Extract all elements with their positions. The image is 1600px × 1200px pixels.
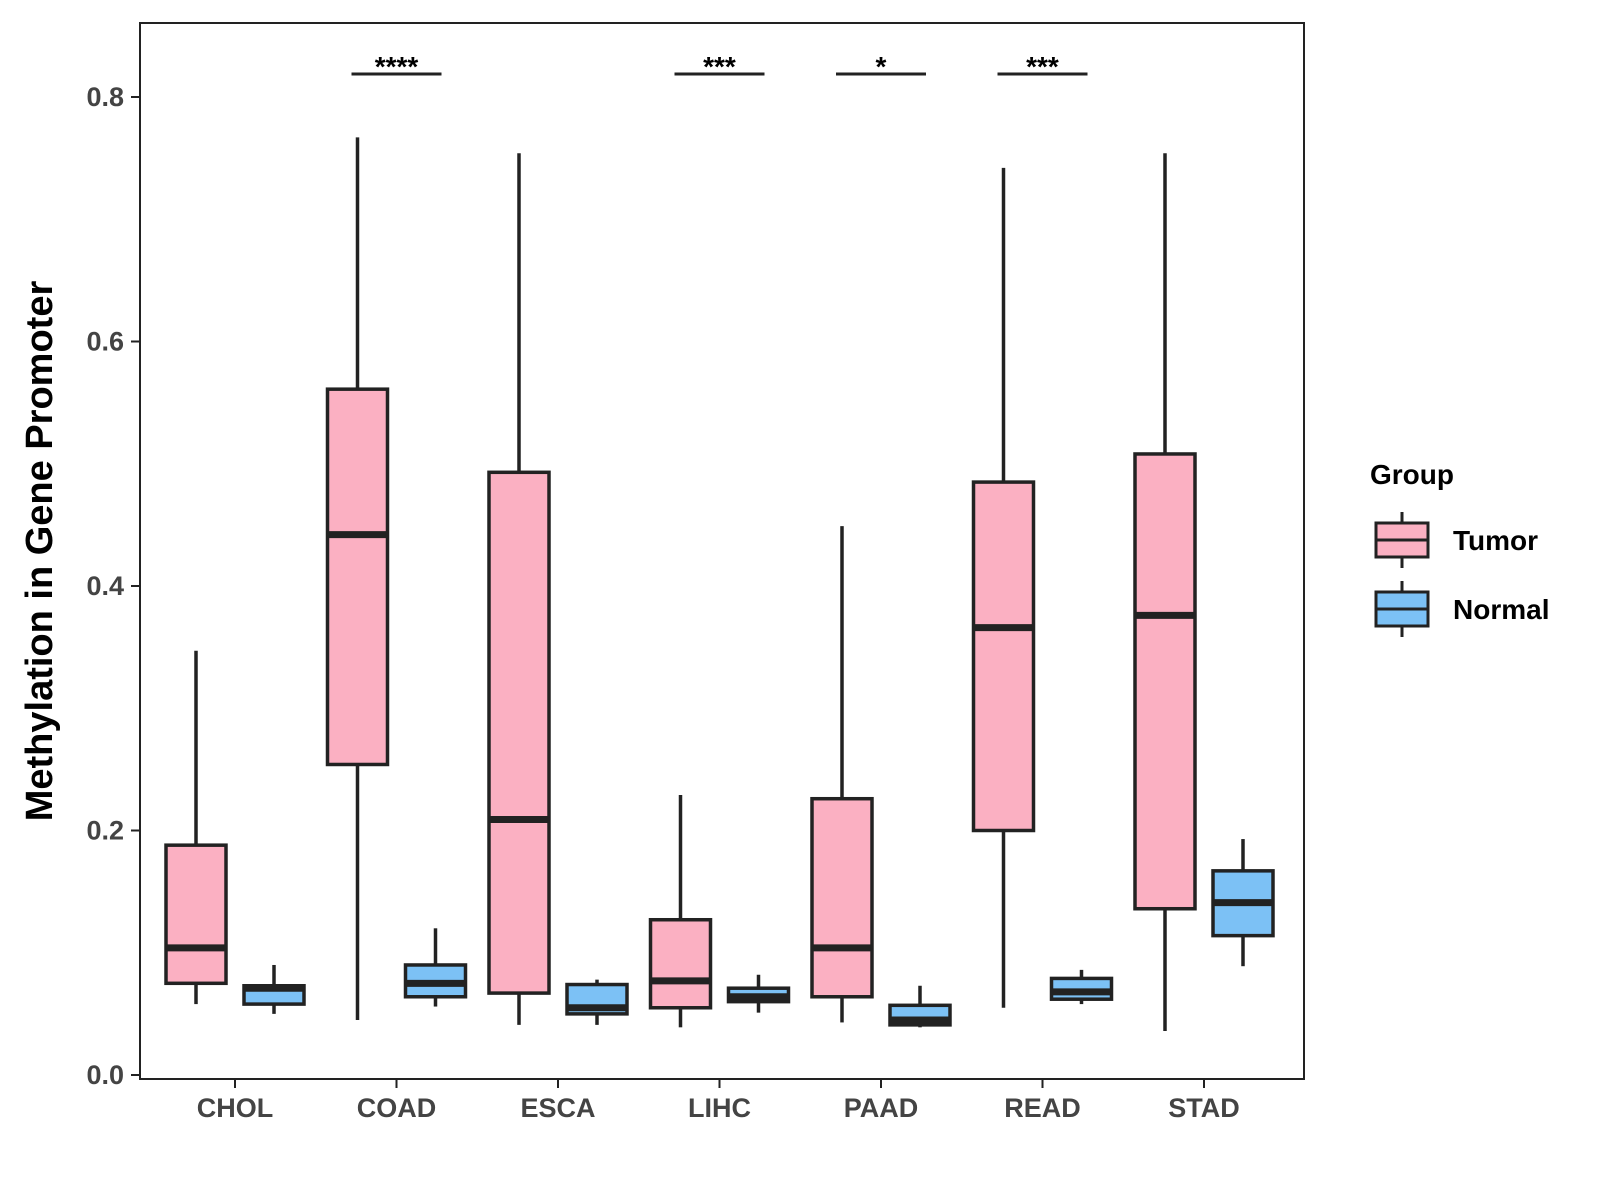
legend-entry-tumor: Tumor <box>1374 512 1538 568</box>
y-axis-title: Methylation in Gene Promoter <box>19 281 61 822</box>
box-tumor-paad <box>810 526 874 1023</box>
x-tick-label-paad: PAAD <box>844 1093 919 1123</box>
plot-panel <box>139 22 1305 1080</box>
significance-annotations: **** *** * *** <box>351 51 1088 82</box>
box-normal-coad <box>403 928 468 1007</box>
significance-lihc: *** <box>674 51 765 82</box>
legend-title: Group <box>1370 459 1454 490</box>
x-tick-label-chol: CHOL <box>197 1093 274 1123</box>
y-tick-label: 0.6 <box>86 327 124 357</box>
box-normal-stad <box>1211 839 1275 967</box>
y-tick-label: 0.0 <box>86 1060 124 1090</box>
box-iqr <box>487 470 551 995</box>
significance-paad: * <box>836 51 926 82</box>
box-tumor-chol <box>164 650 228 1005</box>
box-normal-esca <box>565 979 629 1025</box>
legend-label: Tumor <box>1453 525 1538 556</box>
box-normal-read <box>1049 969 1114 1005</box>
y-tick-label: 0.4 <box>86 571 124 601</box>
significance-label: *** <box>703 51 736 82</box>
significance-label: *** <box>1026 51 1059 82</box>
x-tick-label-esca: ESCA <box>520 1093 595 1123</box>
x-tick-label-lihc: LIHC <box>688 1093 751 1123</box>
y-axis: 0.0 0.2 0.4 0.6 0.8 <box>86 82 140 1090</box>
y-tick-label: 0.8 <box>86 82 124 112</box>
box-tumor-lihc <box>648 795 713 1028</box>
box-iqr <box>971 480 1036 833</box>
significance-coad: **** <box>351 51 442 82</box>
box-tumor-esca <box>487 153 551 1025</box>
legend-entry-normal: Normal <box>1374 581 1549 637</box>
x-axis: CHOL COAD ESCA LIHC PAAD READ STAD <box>197 1079 1240 1123</box>
significance-read: *** <box>997 51 1088 82</box>
legend-label: Normal <box>1453 594 1549 625</box>
box-iqr <box>164 843 228 986</box>
box-iqr <box>325 387 390 767</box>
significance-label: **** <box>375 51 419 82</box>
box-iqr <box>810 796 874 999</box>
box-normal-paad <box>888 985 952 1028</box>
box-tumor-read <box>971 167 1036 1008</box>
box-iqr <box>648 917 713 1010</box>
x-tick-label-coad: COAD <box>357 1093 437 1123</box>
legend: Group Tumor Normal <box>1370 459 1549 637</box>
y-tick-label: 0.2 <box>86 816 124 846</box>
x-tick-label-read: READ <box>1004 1093 1081 1123</box>
box-normal-chol <box>242 964 306 1014</box>
x-tick-label-stad: STAD <box>1168 1093 1240 1123</box>
significance-label: * <box>876 51 887 82</box>
box-tumor-coad <box>325 137 390 1020</box>
box-normal-lihc <box>726 974 791 1013</box>
box-iqr <box>1133 452 1197 911</box>
box-tumor-stad <box>1133 153 1197 1031</box>
box-series <box>164 137 1275 1031</box>
